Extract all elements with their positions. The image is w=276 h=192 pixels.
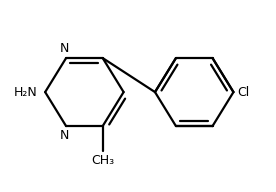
Text: H₂N: H₂N (14, 86, 37, 98)
Text: N: N (60, 129, 70, 142)
Text: CH₃: CH₃ (91, 154, 114, 166)
Text: N: N (60, 42, 70, 55)
Text: Cl: Cl (237, 86, 250, 98)
